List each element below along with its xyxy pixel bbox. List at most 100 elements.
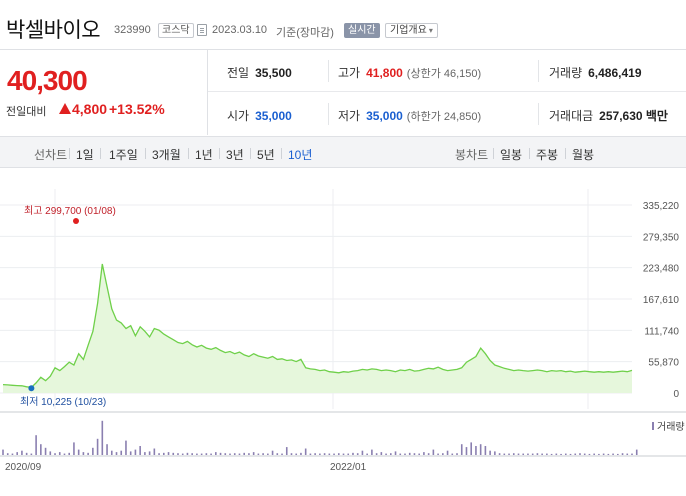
high-marker (73, 218, 79, 224)
tab-1year[interactable]: 1년 (195, 148, 213, 162)
volume-bar (390, 453, 392, 455)
volume-bar (21, 450, 23, 455)
divider (565, 148, 566, 159)
volume-bar (465, 447, 468, 455)
volume-bar (2, 449, 4, 455)
volume-bar (262, 453, 264, 455)
stock-header: 박셀바이오 323990 코스닥 2023.03.10 기준(장마감) 실시간 … (0, 0, 686, 50)
volume-bar (191, 453, 193, 455)
volume-bar (508, 453, 510, 455)
company-overview-label: 기업개요 (390, 25, 427, 36)
volume-bar (470, 442, 473, 455)
stat-value: 257,630 백만 (599, 109, 668, 123)
divider (529, 148, 530, 159)
volume-bar (139, 446, 141, 455)
stat-amount: 거래대금 257,630 백만 (549, 107, 668, 124)
volume-bar (569, 453, 572, 455)
volume-bar (267, 453, 269, 455)
volume-bar (172, 452, 175, 455)
volume-bar (427, 453, 430, 455)
tab-10year[interactable]: 10년 (288, 148, 313, 162)
tab-weekly[interactable]: 주봉 (536, 148, 559, 162)
volume-bar (120, 450, 123, 455)
high-annotation: 최고 299,700 (01/08) (24, 205, 116, 217)
tab-5year[interactable]: 5년 (257, 148, 275, 162)
volume-bar (248, 453, 250, 455)
volume-bar (35, 435, 37, 455)
volume-bar (479, 444, 482, 455)
volume-bar (205, 453, 208, 455)
volume-bar (375, 453, 378, 455)
stat-label: 시가 (227, 109, 250, 123)
volume-bar (451, 453, 454, 455)
volume-bar (583, 453, 586, 455)
quote-date-suffix: 기준(장마감) (276, 27, 334, 39)
tab-monthly[interactable]: 월봉 (572, 148, 595, 162)
volume-bar (631, 453, 633, 455)
volume-bar (96, 438, 99, 455)
volume-bar (546, 453, 548, 455)
stat-value: 35,500 (255, 66, 292, 80)
volume-bar (92, 447, 94, 455)
volume-bar (30, 453, 33, 455)
stat-open: 시가 35,000 (227, 107, 292, 124)
volume-bar (148, 451, 151, 455)
volume-bar (290, 453, 293, 455)
volume-bar (536, 453, 539, 455)
volume-bar (418, 453, 420, 455)
y-tick-label: 0 (673, 389, 679, 400)
tab-3month[interactable]: 3개월 (152, 148, 181, 162)
stats-row-2: 시가 35,000 저가 35,000 (하한가 24,850) 거래대금 257,63… (208, 93, 686, 135)
y-tick-label: 55,870 (648, 358, 679, 369)
volume-bar (210, 453, 212, 455)
divider (538, 60, 539, 82)
volume-bar (333, 453, 335, 455)
volume-bar (219, 452, 222, 455)
volume-bar (106, 444, 108, 455)
volume-bar (186, 452, 189, 455)
price-chart[interactable]: 0 55,870 111,740 167,610 223,480 279,350 335,2… (0, 169, 686, 496)
market-tag: 코스닥 (158, 23, 194, 38)
volume-bar (58, 452, 61, 455)
volume-bar (134, 449, 137, 455)
volume-bar (498, 453, 501, 455)
volume-bar (295, 453, 298, 455)
y-tick-label: 335,220 (643, 201, 680, 212)
realtime-button[interactable]: 실시간 (344, 23, 380, 38)
volume-bar (319, 453, 321, 455)
price-change: 4,800 (72, 101, 108, 117)
tab-1week[interactable]: 1주일 (109, 148, 138, 162)
volume-bar (560, 453, 562, 455)
divider (69, 148, 70, 159)
divider (100, 148, 101, 159)
x-tick-label: 2022/01 (330, 462, 367, 473)
tab-daily[interactable]: 일봉 (500, 148, 523, 162)
stock-name[interactable]: 박셀바이오 (6, 19, 101, 42)
tab-3year[interactable]: 3년 (226, 148, 244, 162)
volume-bar (101, 420, 104, 455)
volume-bar (54, 453, 56, 455)
volume-bar (527, 453, 529, 455)
volume-bar (347, 453, 350, 455)
divider (250, 148, 251, 159)
volume-bar (635, 449, 638, 455)
volume-bar (442, 453, 444, 455)
tab-1day[interactable]: 1일 (76, 148, 94, 162)
stat-sub: (상한가 46,150) (406, 68, 482, 80)
y-tick-label: 223,480 (643, 264, 680, 275)
volume-bar (489, 450, 491, 455)
y-tick-label: 279,350 (643, 232, 680, 243)
volume-bar (158, 453, 160, 455)
price-area (3, 264, 632, 393)
volume-bar (87, 452, 89, 455)
volume-bar (40, 444, 42, 455)
stat-label: 거래대금 (549, 109, 594, 123)
company-overview-dropdown[interactable]: 기업개요 ▾ (385, 23, 438, 38)
volume-bar (300, 452, 302, 455)
stat-value: 41,800 (366, 66, 403, 80)
volume-bar (356, 453, 359, 455)
volume-bar (432, 449, 435, 455)
volume-legend-swatch (652, 422, 654, 430)
volume-bar (574, 453, 577, 455)
volume-bar (304, 448, 307, 455)
